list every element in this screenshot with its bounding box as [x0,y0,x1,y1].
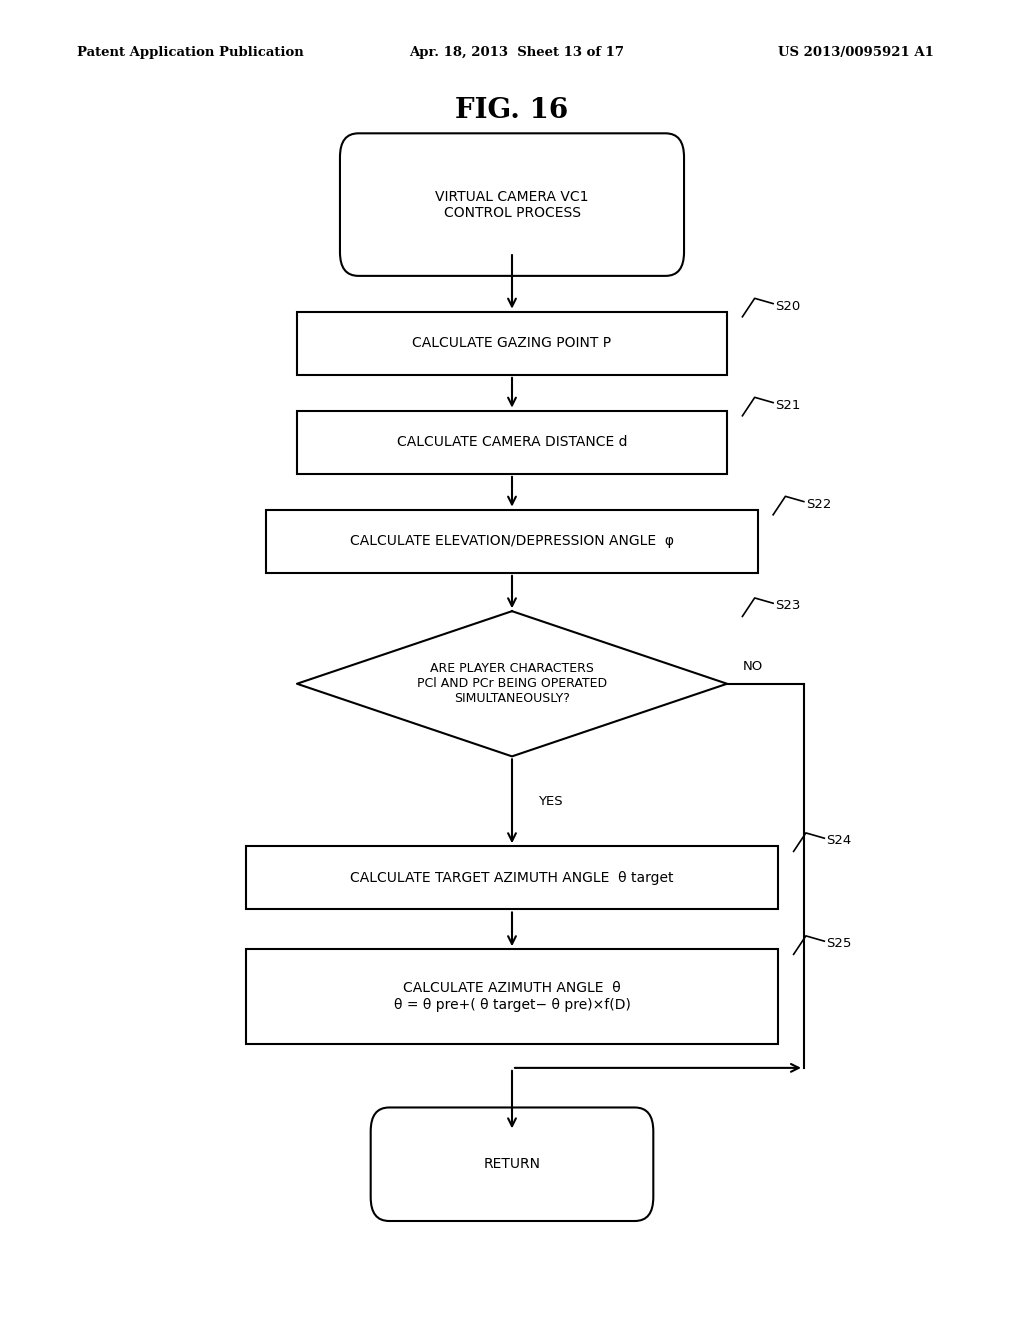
Text: Patent Application Publication: Patent Application Publication [77,46,303,59]
Text: CALCULATE AZIMUTH ANGLE  θ
θ = θ pre+( θ target− θ pre)×f(D): CALCULATE AZIMUTH ANGLE θ θ = θ pre+( θ … [393,982,631,1011]
Bar [297,312,727,375]
Text: RETURN: RETURN [483,1158,541,1171]
Text: CALCULATE TARGET AZIMUTH ANGLE  θ target: CALCULATE TARGET AZIMUTH ANGLE θ target [350,871,674,884]
Text: S25: S25 [826,937,852,950]
Text: US 2013/0095921 A1: US 2013/0095921 A1 [778,46,934,59]
Text: NO: NO [742,660,763,673]
Polygon shape [297,611,727,756]
Text: S22: S22 [806,498,831,511]
Text: S20: S20 [775,300,801,313]
Bar [246,846,778,909]
Text: S23: S23 [775,599,801,612]
Text: ARE PLAYER CHARACTERS
PCl AND PCr BEING OPERATED
SIMULTANEOUSLY?: ARE PLAYER CHARACTERS PCl AND PCr BEING … [417,663,607,705]
Text: FIG. 16: FIG. 16 [456,98,568,124]
Text: S21: S21 [775,399,801,412]
Bar [297,411,727,474]
FancyBboxPatch shape [340,133,684,276]
FancyBboxPatch shape [371,1107,653,1221]
Text: YES: YES [538,795,562,808]
Bar [266,510,758,573]
Text: VIRTUAL CAMERA VC1
CONTROL PROCESS: VIRTUAL CAMERA VC1 CONTROL PROCESS [435,190,589,219]
Text: S24: S24 [826,834,852,847]
Text: CALCULATE CAMERA DISTANCE d: CALCULATE CAMERA DISTANCE d [396,436,628,449]
Text: CALCULATE ELEVATION/DEPRESSION ANGLE  φ: CALCULATE ELEVATION/DEPRESSION ANGLE φ [350,535,674,548]
Text: Apr. 18, 2013  Sheet 13 of 17: Apr. 18, 2013 Sheet 13 of 17 [410,46,625,59]
Bar [246,949,778,1044]
Text: CALCULATE GAZING POINT P: CALCULATE GAZING POINT P [413,337,611,350]
